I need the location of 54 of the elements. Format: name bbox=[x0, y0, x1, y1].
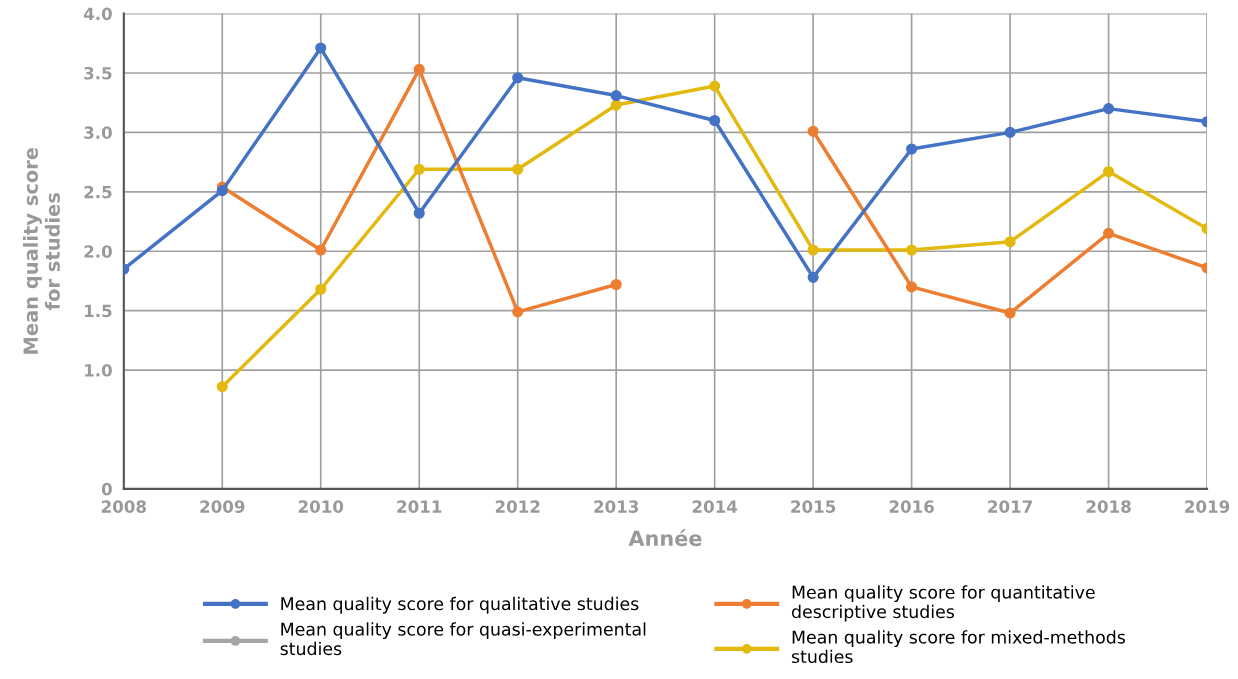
point bbox=[906, 244, 918, 256]
point bbox=[807, 271, 819, 283]
legend-label: Mean quality score for mixed-methods studies bbox=[791, 630, 1125, 664]
legend-label: Mean quality score for qualitative studies bbox=[281, 596, 639, 614]
point bbox=[1103, 103, 1115, 115]
y-tick-label: 2.5 bbox=[84, 185, 112, 199]
x-tick-label: 2012 bbox=[495, 500, 540, 513]
y-tick-label: 4.0 bbox=[83, 7, 112, 21]
point bbox=[512, 72, 524, 84]
y-tick-label: 2.0 bbox=[84, 245, 112, 258]
x-tick-label: 2019 bbox=[1185, 500, 1230, 513]
point bbox=[512, 306, 524, 318]
legend-label: Mean quality score for quasi-experimental studies bbox=[280, 622, 646, 656]
point bbox=[1004, 126, 1016, 138]
x-tick-label: 2014 bbox=[692, 500, 738, 513]
x-tick-label: 2018 bbox=[1086, 500, 1131, 513]
x-tick-label: 2011 bbox=[397, 500, 442, 513]
point bbox=[1004, 307, 1016, 319]
point bbox=[315, 283, 327, 295]
y-tick-label: 3.5 bbox=[84, 66, 112, 80]
x-tick-label: 2008 bbox=[101, 500, 146, 513]
y-axis-title: Mean quality score for studies bbox=[22, 147, 60, 354]
x-tick-label: 2010 bbox=[298, 500, 344, 513]
y-tick-label: 0 bbox=[101, 482, 112, 496]
point bbox=[906, 143, 918, 155]
point bbox=[610, 278, 622, 291]
x-axis-title: Année bbox=[628, 529, 702, 547]
point bbox=[709, 114, 721, 127]
point bbox=[1103, 227, 1115, 239]
x-tick-label: 2015 bbox=[791, 500, 836, 513]
point bbox=[315, 42, 327, 54]
x-tick-label: 2016 bbox=[889, 500, 934, 513]
point bbox=[216, 381, 228, 393]
x-tick-label: 2009 bbox=[200, 500, 245, 513]
point bbox=[807, 125, 819, 137]
point bbox=[413, 207, 425, 219]
point bbox=[413, 63, 425, 75]
y-tick-label: 3.0 bbox=[84, 126, 112, 139]
point bbox=[512, 163, 524, 175]
point bbox=[1103, 166, 1115, 178]
point bbox=[610, 90, 622, 102]
point bbox=[807, 244, 819, 256]
point bbox=[315, 244, 327, 256]
y-tick-label: 1.0 bbox=[85, 364, 112, 377]
point bbox=[413, 163, 425, 175]
legend-label: Mean quality score for quantitative descriptive studies bbox=[791, 585, 1095, 622]
point bbox=[1004, 236, 1016, 248]
point bbox=[709, 80, 721, 92]
point bbox=[610, 99, 622, 111]
x-tick-label: 2017 bbox=[988, 500, 1032, 513]
y-tick-label: 1.5 bbox=[85, 304, 112, 318]
point bbox=[216, 185, 228, 197]
point bbox=[906, 281, 918, 293]
x-tick-label: 2013 bbox=[594, 500, 639, 513]
